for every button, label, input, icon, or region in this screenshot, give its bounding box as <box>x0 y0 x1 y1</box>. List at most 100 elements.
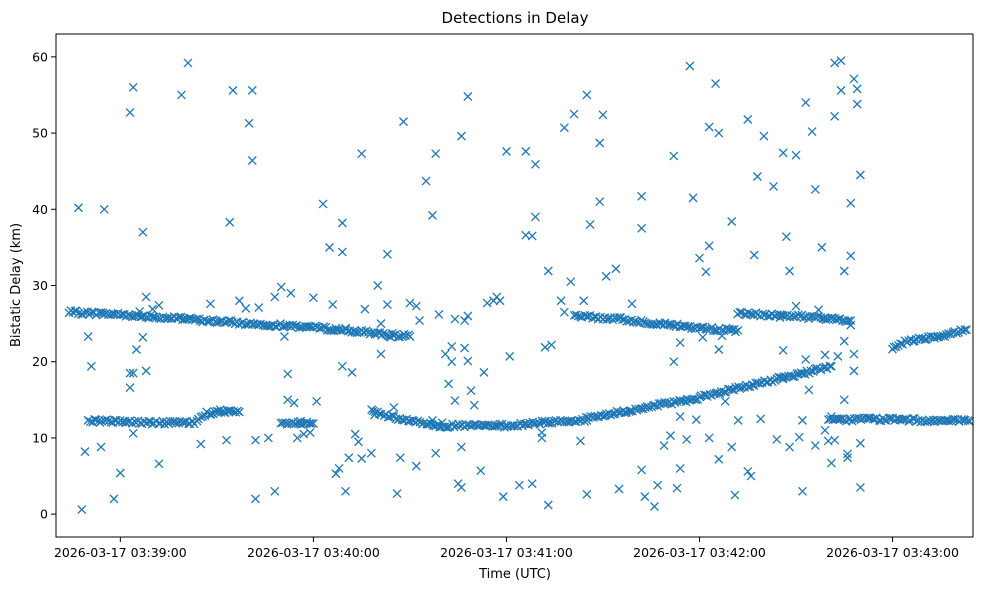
data-point <box>778 345 788 355</box>
data-point <box>778 148 788 158</box>
data-point <box>490 421 500 431</box>
data-point <box>849 349 859 359</box>
y-axis: 0 10 20 30 40 50 60 <box>32 49 56 522</box>
data-point <box>704 433 714 443</box>
data-point <box>202 317 212 326</box>
data-point <box>382 249 392 259</box>
data-point <box>125 368 135 378</box>
data-point <box>689 394 699 404</box>
data-point <box>891 342 901 352</box>
data-point <box>148 304 157 314</box>
data-point <box>405 298 415 308</box>
data-point <box>898 414 907 424</box>
data-point <box>135 306 145 316</box>
data-point <box>781 232 791 242</box>
data-point <box>460 316 470 326</box>
data-point <box>247 156 257 165</box>
data-point <box>341 323 351 333</box>
data-point <box>530 212 540 222</box>
data-point <box>444 379 453 389</box>
data-point <box>447 357 457 367</box>
data-point <box>637 223 647 233</box>
data-point <box>749 250 759 260</box>
data-point <box>366 448 376 458</box>
plot-area <box>55 33 975 538</box>
data-point <box>767 377 777 387</box>
data-point <box>337 361 347 371</box>
data-point <box>855 438 865 448</box>
data-point <box>312 396 322 406</box>
data-point <box>817 242 827 252</box>
y-tick-label: 20 <box>32 354 48 369</box>
data-point <box>378 329 388 338</box>
data-point <box>837 414 847 424</box>
data-point <box>785 266 795 276</box>
data-point <box>537 433 547 443</box>
data-point <box>456 483 466 492</box>
data-point <box>234 407 244 417</box>
data-point <box>116 310 125 320</box>
data-point <box>717 331 727 341</box>
y-tick-label: 30 <box>32 278 48 293</box>
data-point <box>154 300 164 310</box>
data-point <box>543 500 553 510</box>
data-point <box>801 354 811 364</box>
data-point <box>527 479 537 489</box>
data-point <box>276 282 286 292</box>
data-point <box>521 146 531 156</box>
y-tick-label: 40 <box>32 202 48 217</box>
data-point <box>595 138 605 148</box>
data-point <box>756 414 766 424</box>
data-point <box>669 151 679 161</box>
data-point <box>698 332 708 342</box>
data-point <box>855 483 865 492</box>
data-point <box>270 292 280 302</box>
data-point <box>495 296 505 306</box>
data-point <box>614 484 624 494</box>
data-point <box>825 361 835 371</box>
data-point <box>251 494 260 504</box>
data-point <box>849 366 859 376</box>
data-point <box>826 412 836 422</box>
data-point <box>289 398 299 408</box>
data-point <box>450 314 460 324</box>
data-point <box>601 271 611 281</box>
data-point <box>810 185 820 194</box>
data-point <box>337 218 347 228</box>
data-point <box>836 85 846 95</box>
data-point <box>695 253 704 263</box>
data-point <box>755 379 765 389</box>
data-point <box>830 111 840 121</box>
data-point <box>624 407 634 416</box>
data-point <box>527 231 537 241</box>
x-tick-label: 2026-03-17 03:39:00 <box>54 545 187 560</box>
data-point <box>431 149 441 159</box>
data-point <box>205 409 214 419</box>
data-point <box>376 319 386 329</box>
data-point <box>234 296 244 306</box>
data-point <box>305 428 315 438</box>
data-point <box>791 301 801 311</box>
data-point <box>846 320 856 330</box>
data-point <box>466 386 476 396</box>
data-point <box>370 407 380 417</box>
data-point <box>778 373 788 383</box>
data-point <box>540 342 550 352</box>
data-point <box>719 387 729 397</box>
data-point <box>743 466 753 476</box>
data-point <box>543 266 553 276</box>
data-point <box>125 383 135 393</box>
data-point <box>328 300 338 310</box>
data-point <box>350 429 360 439</box>
data-point <box>547 340 556 350</box>
data-point <box>821 315 831 325</box>
data-point <box>395 453 405 463</box>
data-point <box>727 217 737 226</box>
data-point <box>730 490 740 500</box>
data-point <box>509 421 519 431</box>
data-point <box>505 351 515 361</box>
data-point <box>270 486 280 496</box>
data-point <box>672 483 682 493</box>
data-point <box>389 402 399 412</box>
